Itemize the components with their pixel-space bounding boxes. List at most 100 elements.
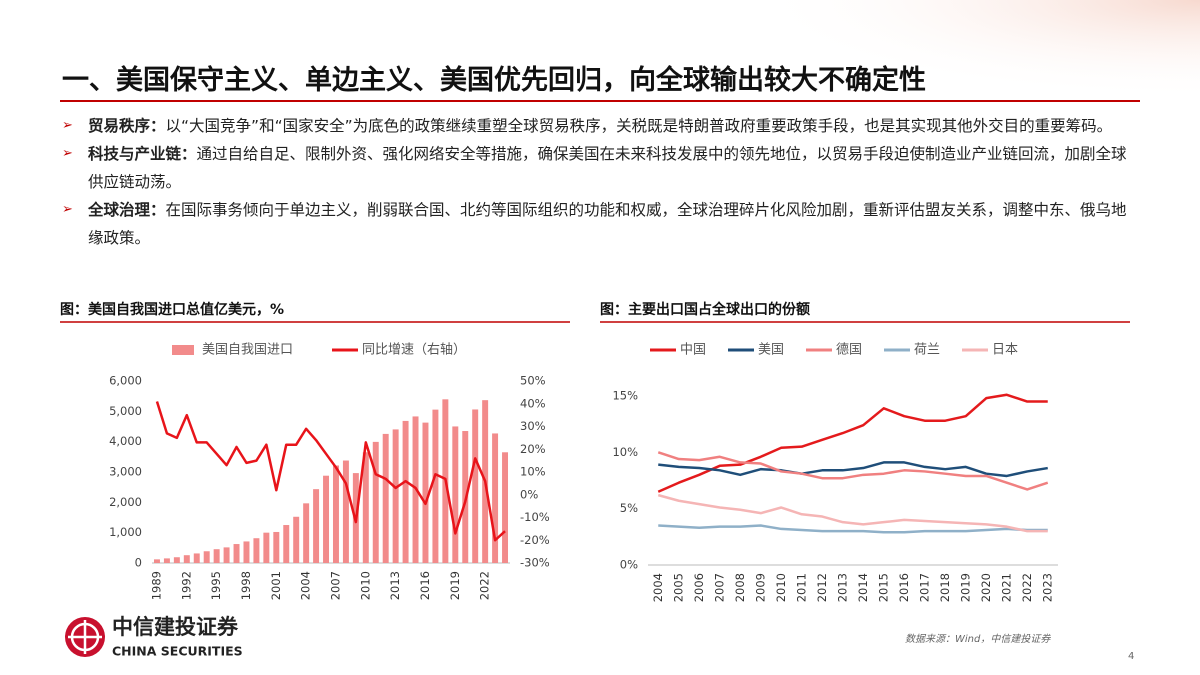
bar (243, 541, 250, 563)
legend-label: 美国自我国进口 (202, 343, 293, 358)
x-tick-label: 2013 (835, 573, 849, 602)
x-tick-label: 2016 (418, 571, 432, 600)
bullet-text: 以“大国竞争”和“国家安全”为底色的政策继续重塑全球贸易秩序，关税既是特朗普政府… (165, 117, 1113, 135)
legend-label: 德国 (836, 343, 862, 358)
line (155, 401, 506, 542)
x-tick-label: 2013 (388, 571, 402, 600)
line (658, 461, 1048, 478)
x-tick-label: 1995 (209, 571, 223, 600)
x-tick-label: 1989 (149, 571, 163, 600)
x-tick-label: 1998 (239, 571, 253, 600)
y-tick-label: 3,000 (109, 465, 142, 479)
x-tick-label: 2018 (938, 573, 952, 602)
bar (492, 433, 499, 563)
bar (422, 422, 429, 563)
company-name-en: CHINA SECURITIES (112, 644, 243, 659)
x-tick-label: 2022 (478, 571, 492, 600)
y2-tick-label: -30% (520, 556, 550, 570)
bullet-text: 在国际事务倾向于单边主义，削弱联合国、北约等国际组织的功能和权威，全球治理碎片化… (88, 201, 1127, 247)
x-tick-label: 2009 (753, 573, 767, 602)
legend-swatch (172, 345, 194, 355)
bar (213, 549, 220, 563)
bullet: 贸易秩序：以“大国竞争”和“国家安全”为底色的政策继续重塑全球贸易秩序，关税既是… (62, 112, 1142, 140)
chart-title: 图：美国自我国进口总值亿美元，% (60, 301, 284, 318)
bar (303, 503, 310, 563)
bullet-text: 通过自给自足、限制外资、强化网络安全等措施，确保美国在未来科技发展中的领先地位，… (88, 145, 1127, 191)
y-tick-label: 0% (620, 558, 638, 572)
y-tick-label: 10% (612, 445, 638, 459)
y-tick-label: 5% (620, 501, 638, 515)
x-tick-label: 2001 (269, 571, 283, 600)
x-tick-label: 2017 (917, 573, 931, 602)
company-name: 中信建投证券 (112, 615, 239, 639)
legend-label: 中国 (680, 343, 706, 358)
bar (402, 420, 409, 563)
bullet: 科技与产业链：通过自给自足、限制外资、强化网络安全等措施，确保美国在未来科技发展… (62, 140, 1142, 196)
x-tick-label: 2023 (1040, 573, 1054, 602)
x-tick-label: 2010 (774, 573, 788, 602)
y-tick-label: 4,000 (109, 434, 142, 448)
x-tick-label: 2007 (712, 573, 726, 602)
x-tick-label: 2014 (856, 573, 870, 602)
y2-tick-label: -20% (520, 533, 550, 547)
y2-tick-label: 50% (520, 374, 546, 388)
logo (65, 617, 105, 657)
line (658, 524, 1048, 534)
y-tick-label: 0 (135, 556, 142, 570)
y2-tick-label: 30% (520, 419, 546, 433)
bar (233, 544, 240, 563)
bar (372, 441, 379, 563)
y-tick-label: 6,000 (109, 374, 142, 388)
x-tick-label: 2016 (897, 573, 911, 602)
y-tick-label: 2,000 (109, 495, 142, 509)
x-tick-label: 2006 (692, 573, 706, 602)
bar (313, 489, 320, 563)
y2-tick-label: 40% (520, 396, 546, 410)
bar (163, 558, 170, 563)
x-tick-label: 2015 (876, 573, 890, 602)
bar (342, 460, 349, 563)
line (657, 493, 1048, 533)
source: 数据来源：Wind，中信建投证券 (905, 633, 1051, 645)
x-tick-label: 2010 (358, 571, 372, 600)
x-tick-label: 2008 (733, 573, 747, 602)
x-tick-label: 2004 (299, 571, 313, 600)
y-tick-label: 1,000 (109, 525, 142, 539)
chart-title: 图：主要出口国占全球出口的份额 (600, 301, 810, 318)
bar (332, 465, 339, 563)
y2-tick-label: 10% (520, 465, 546, 479)
legend-label: 美国 (758, 343, 784, 358)
x-tick-label: 2020 (979, 573, 993, 602)
page-number: 4 (1128, 651, 1134, 662)
bar (293, 516, 300, 563)
x-tick-label: 2005 (671, 573, 685, 602)
x-tick-label: 2011 (794, 573, 808, 602)
slide-title: 一、美国保守主义、单边主义、美国优先回归，向全球输出较大不确定性 (62, 65, 926, 96)
bar (173, 557, 180, 563)
legend-label: 同比增速（右轴） (362, 343, 466, 358)
bar (362, 452, 369, 563)
bar (472, 409, 479, 563)
legend-label: 荷兰 (914, 343, 940, 358)
bullet: 全球治理：在国际事务倾向于单边主义，削弱联合国、北约等国际组织的功能和权威，全球… (62, 196, 1142, 252)
bar (452, 426, 459, 563)
x-tick-label: 1992 (179, 571, 193, 600)
bar (502, 452, 509, 563)
bar (263, 532, 270, 563)
y2-tick-label: 20% (520, 442, 546, 456)
bullet-label: 全球治理： (88, 201, 166, 219)
y-tick-label: 15% (612, 388, 638, 402)
bar (253, 538, 260, 563)
bar (153, 559, 160, 563)
x-tick-label: 2004 (651, 573, 665, 602)
bar (203, 551, 210, 563)
bar (432, 409, 439, 563)
bar (283, 525, 290, 563)
y2-tick-label: 0% (520, 487, 538, 501)
x-tick-label: 2012 (815, 573, 829, 602)
bar (323, 475, 330, 563)
x-tick-label: 2021 (999, 573, 1013, 602)
bullet-label: 科技与产业链： (88, 145, 197, 163)
